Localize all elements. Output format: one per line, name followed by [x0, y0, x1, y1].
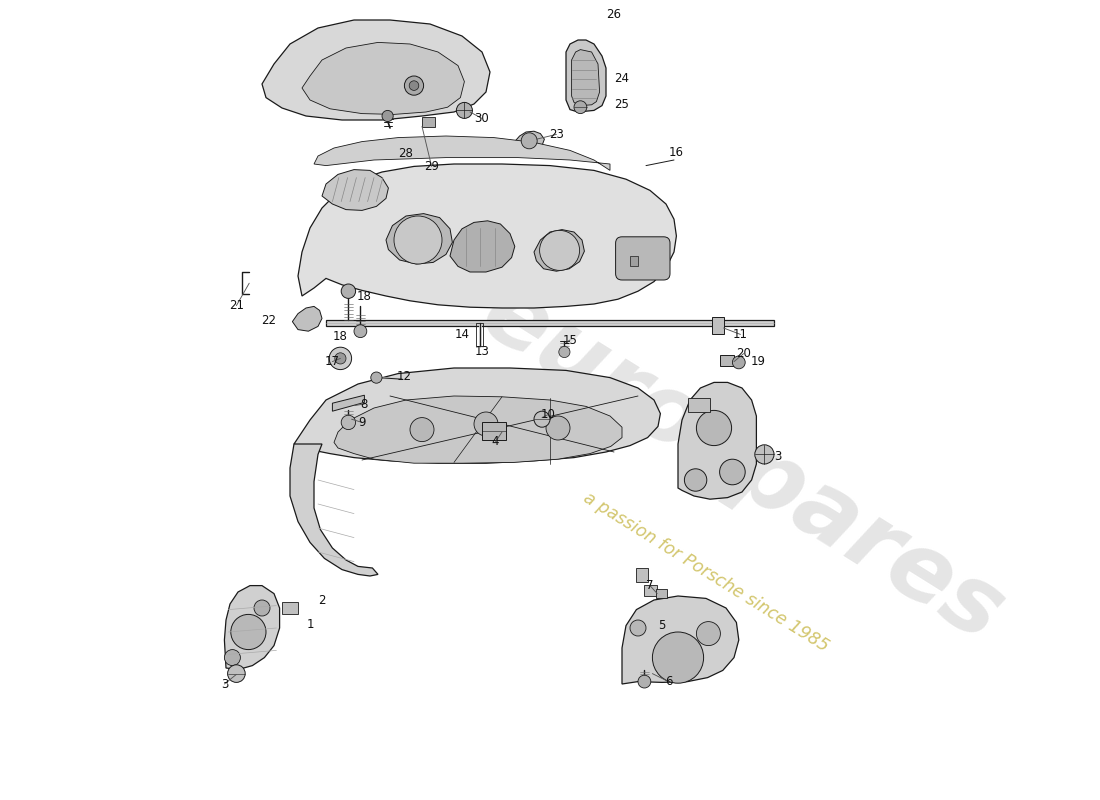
Text: 18: 18	[358, 290, 372, 302]
Text: 3: 3	[774, 450, 782, 462]
Circle shape	[409, 81, 419, 90]
Bar	[637, 568, 648, 582]
Circle shape	[394, 216, 442, 264]
Circle shape	[574, 101, 586, 114]
Text: 30: 30	[474, 112, 490, 125]
Text: 15: 15	[562, 334, 578, 346]
Bar	[630, 256, 638, 266]
Polygon shape	[294, 368, 660, 463]
Circle shape	[329, 347, 352, 370]
Circle shape	[546, 416, 570, 440]
Bar	[476, 323, 483, 346]
Text: 7: 7	[647, 579, 653, 592]
Circle shape	[474, 412, 498, 436]
Circle shape	[231, 614, 266, 650]
Bar	[688, 398, 710, 412]
Text: 21: 21	[229, 299, 244, 312]
Text: 25: 25	[615, 98, 629, 110]
Text: 4: 4	[492, 435, 499, 448]
Text: 9: 9	[359, 416, 365, 429]
Text: 8: 8	[361, 398, 368, 410]
Text: 18: 18	[333, 330, 348, 342]
Text: 17: 17	[324, 355, 340, 368]
Bar	[656, 589, 667, 598]
Bar	[282, 602, 298, 614]
Text: 14: 14	[454, 328, 470, 341]
Circle shape	[559, 346, 570, 358]
Circle shape	[696, 410, 732, 446]
Circle shape	[371, 372, 382, 383]
Polygon shape	[621, 596, 739, 684]
Circle shape	[534, 411, 550, 427]
Polygon shape	[566, 40, 606, 112]
Bar	[712, 317, 724, 334]
Polygon shape	[450, 221, 515, 272]
Text: 12: 12	[397, 370, 411, 382]
Circle shape	[521, 133, 537, 149]
Text: 2: 2	[318, 594, 326, 606]
Bar	[482, 422, 506, 440]
Polygon shape	[224, 586, 279, 670]
Circle shape	[334, 353, 346, 364]
Circle shape	[228, 665, 245, 682]
Polygon shape	[332, 395, 364, 411]
Circle shape	[254, 600, 270, 616]
Polygon shape	[514, 131, 544, 149]
Bar	[719, 355, 734, 366]
Bar	[645, 585, 657, 596]
Polygon shape	[326, 320, 774, 326]
Polygon shape	[262, 20, 490, 120]
Polygon shape	[534, 230, 584, 271]
Polygon shape	[298, 164, 676, 308]
Circle shape	[405, 76, 424, 95]
Circle shape	[354, 325, 366, 338]
Circle shape	[755, 445, 774, 464]
Circle shape	[696, 622, 720, 646]
Text: 16: 16	[669, 146, 684, 158]
Circle shape	[341, 415, 355, 430]
Circle shape	[719, 459, 745, 485]
Text: 3: 3	[221, 678, 228, 690]
Polygon shape	[293, 306, 322, 331]
Polygon shape	[302, 42, 464, 114]
Polygon shape	[678, 382, 757, 499]
Circle shape	[684, 469, 707, 491]
FancyBboxPatch shape	[616, 237, 670, 280]
Circle shape	[630, 620, 646, 636]
Polygon shape	[314, 136, 610, 170]
Circle shape	[733, 356, 745, 369]
Polygon shape	[386, 214, 452, 264]
Text: 11: 11	[733, 328, 748, 341]
Text: 26: 26	[606, 8, 621, 21]
Circle shape	[652, 632, 704, 683]
Text: 13: 13	[474, 346, 490, 358]
Polygon shape	[334, 396, 622, 463]
Text: a passion for Porsche since 1985: a passion for Porsche since 1985	[580, 489, 832, 655]
Text: 22: 22	[261, 314, 276, 326]
Text: 29: 29	[425, 160, 439, 173]
Polygon shape	[572, 50, 600, 106]
Circle shape	[456, 102, 472, 118]
Text: eurospares: eurospares	[464, 266, 1020, 662]
Polygon shape	[322, 170, 388, 210]
Polygon shape	[290, 444, 378, 576]
Circle shape	[382, 110, 393, 122]
Circle shape	[341, 284, 355, 298]
Text: 19: 19	[750, 355, 766, 368]
Text: 6: 6	[664, 675, 672, 688]
Text: 28: 28	[398, 147, 414, 160]
Bar	[422, 117, 435, 127]
Circle shape	[540, 230, 580, 270]
Text: 20: 20	[736, 347, 751, 360]
Text: 1: 1	[306, 618, 313, 630]
Text: 23: 23	[549, 128, 564, 141]
Circle shape	[410, 418, 435, 442]
Circle shape	[638, 675, 651, 688]
Text: 24: 24	[615, 72, 629, 85]
Circle shape	[224, 650, 241, 666]
Text: 5: 5	[658, 619, 666, 632]
Text: 10: 10	[541, 408, 556, 421]
